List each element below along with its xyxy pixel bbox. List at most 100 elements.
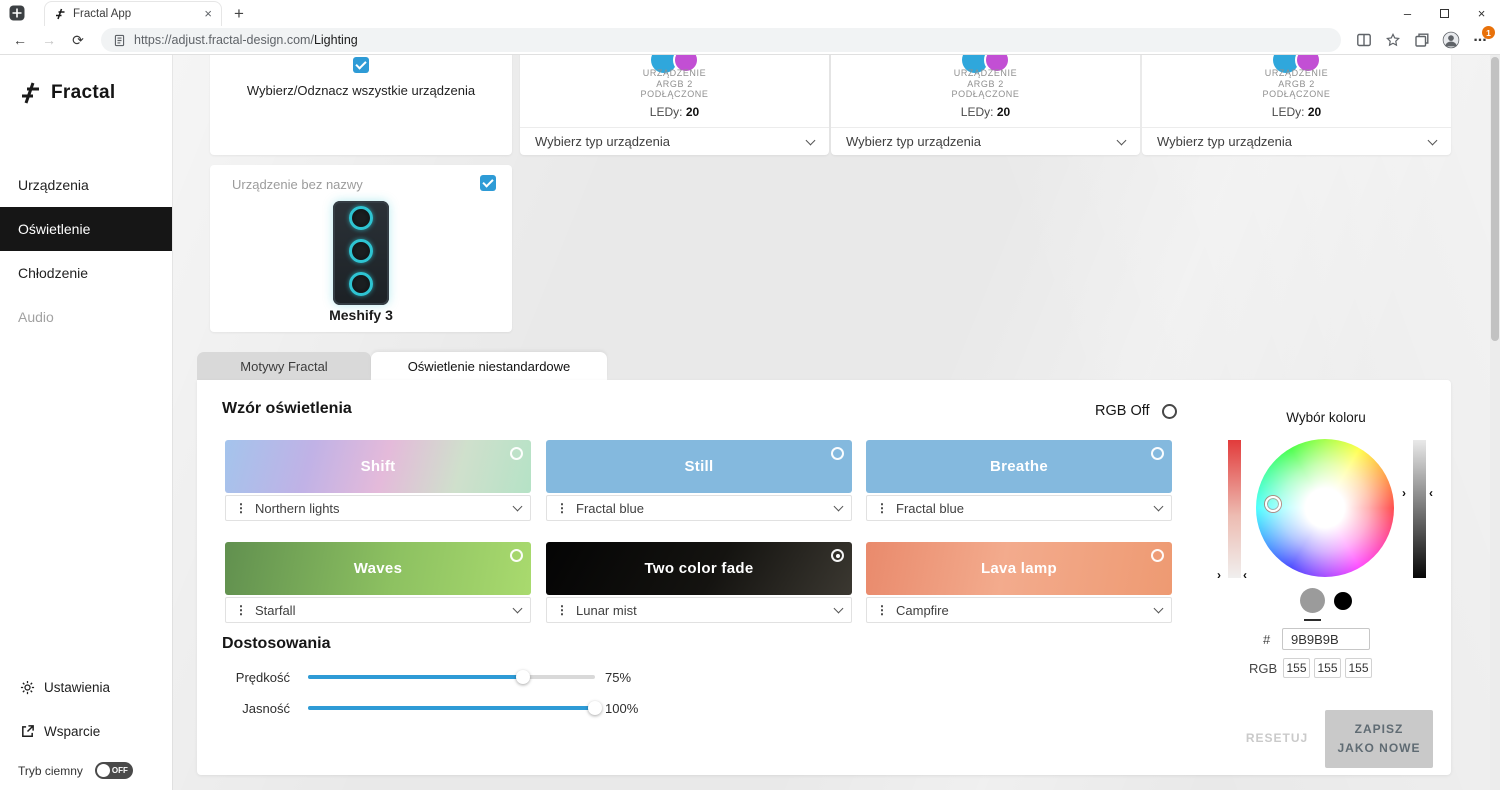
sidebar: Fractal Urządzenia Oświetlenie Chłodzeni… (0, 55, 172, 790)
drag-handle-icon: ⋮ (876, 603, 888, 617)
device-status: URZĄDZENIE ARGB 2 PODŁĄCZONE (640, 68, 709, 99)
gear-icon (20, 680, 35, 695)
rgb-off-radio[interactable] (1161, 403, 1177, 419)
sidebar-item-urzadzenia[interactable]: Urządzenia (0, 163, 172, 207)
pattern-card[interactable]: Shift (225, 440, 531, 493)
sidebar-item-oswietlenie[interactable]: Oświetlenie (0, 207, 172, 251)
led-preview (520, 55, 829, 73)
refresh-button[interactable]: ⟳ (72, 31, 84, 48)
preset-dropdown[interactable]: ⋮ Fractal blue (546, 495, 852, 521)
sidebar-item-chlodzenie[interactable]: Chłodzenie (0, 251, 172, 295)
back-button[interactable]: ← (13, 32, 27, 48)
color-wheel[interactable] (1256, 439, 1394, 577)
url-domain: https://adjust.fractal-design.com/ (134, 33, 314, 47)
toggle-knob (96, 764, 110, 777)
secondary-color-swatch[interactable] (1334, 592, 1352, 610)
browser-chrome: Fractal App × + – × ← → ⟳ https://adjust… (0, 0, 1500, 55)
fractal-app: Fractal Urządzenia Oświetlenie Chłodzeni… (0, 55, 1500, 790)
drag-handle-icon: ⋮ (556, 603, 568, 617)
device-checkbox[interactable] (480, 175, 496, 191)
sidebar-item-audio[interactable]: Audio (0, 295, 172, 339)
color-wheel-selector[interactable] (1265, 496, 1281, 512)
preset-label: Fractal blue (896, 500, 964, 516)
device-type-dropdown[interactable]: Wybierz typ urządzenia (520, 127, 829, 155)
support-button[interactable]: Wsparcie (20, 724, 100, 739)
collections-icon[interactable] (1412, 29, 1432, 51)
pattern-card[interactable]: Breathe (866, 440, 1172, 493)
pattern-radio[interactable] (1151, 447, 1164, 460)
settings-label: Ustawienia (44, 680, 111, 695)
chevron-down-icon (833, 603, 844, 614)
led-color-1 (650, 55, 677, 73)
slider-thumb[interactable] (588, 701, 602, 715)
saturation-marker-right-icon: ‹ (1243, 568, 1247, 582)
forward-button[interactable]: → (42, 32, 56, 48)
browser-tab[interactable]: Fractal App × (44, 0, 222, 26)
pattern-name: Breathe (990, 458, 1048, 475)
drag-handle-icon: ⋮ (556, 501, 568, 515)
rgb-off-control: RGB Off (1095, 403, 1177, 419)
saturation-bar[interactable] (1228, 440, 1241, 578)
save-as-new-button[interactable]: ZAPISZ JAKO NOWE (1325, 710, 1433, 768)
slider-thumb[interactable] (516, 670, 531, 684)
device-type-dropdown[interactable]: Wybierz typ urządzenia (831, 127, 1140, 155)
preset-dropdown[interactable]: ⋮ Campfire (866, 597, 1172, 623)
tab-motywy-fractal[interactable]: Motywy Fractal (197, 352, 371, 380)
minimize-button[interactable]: – (1403, 5, 1412, 21)
pattern-card[interactable]: Waves (225, 542, 531, 595)
dark-mode-row: Tryb ciemny OFF (18, 762, 133, 779)
rgb-r-input[interactable] (1283, 658, 1310, 678)
pattern-radio[interactable] (831, 447, 844, 460)
close-window-button[interactable]: × (1477, 5, 1486, 21)
preset-dropdown[interactable]: ⋮ Northern lights (225, 495, 531, 521)
speed-slider[interactable] (308, 670, 595, 684)
brightness-slider[interactable] (308, 701, 602, 715)
pattern-card[interactable]: Two color fade (546, 542, 852, 595)
sidebar-item-label: Oświetlenie (18, 221, 91, 237)
active-swatch-indicator (1304, 619, 1321, 621)
device-model: Meshify 3 (329, 307, 393, 323)
new-tab-button[interactable]: + (234, 3, 244, 23)
chevron-down-icon (1153, 501, 1164, 512)
slider-fill (308, 670, 531, 684)
scrollbar-thumb[interactable] (1491, 57, 1499, 341)
reset-button[interactable]: RESETUJ (1237, 726, 1317, 750)
site-info-icon[interactable] (113, 34, 126, 47)
hex-input[interactable] (1282, 628, 1370, 650)
brightness-bar[interactable] (1413, 440, 1426, 578)
led-preview (1142, 55, 1451, 73)
dropdown-label: Wybierz typ urządzenia (535, 134, 670, 149)
pattern-radio[interactable] (510, 549, 523, 562)
settings-button[interactable]: Ustawienia (20, 680, 110, 695)
more-menu-icon[interactable]: ... 1 (1470, 26, 1495, 51)
pattern-card[interactable]: Lava lamp (866, 542, 1172, 595)
toggle-state: OFF (111, 766, 128, 775)
preset-dropdown[interactable]: ⋮ Lunar mist (546, 597, 852, 623)
device-type-dropdown[interactable]: Wybierz typ urządzenia (1142, 127, 1451, 155)
pattern-radio[interactable] (1151, 549, 1164, 562)
drag-handle-icon: ⋮ (235, 603, 247, 617)
preset-dropdown[interactable]: ⋮ Starfall (225, 597, 531, 623)
select-all-checkbox[interactable] (353, 57, 369, 73)
fractal-logo-text: Fractal (51, 82, 116, 103)
dark-mode-toggle[interactable]: OFF (94, 762, 133, 779)
select-all-label: Wybierz/Odznacz wszystkie urządzenia (246, 83, 476, 98)
pattern-radio[interactable] (510, 447, 523, 460)
pattern-waves: Waves ⋮ Starfall (225, 542, 531, 623)
primary-color-swatch[interactable] (1300, 588, 1325, 613)
favorites-icon[interactable] (1383, 29, 1403, 51)
pattern-card[interactable]: Still (546, 440, 852, 493)
rgb-g-input[interactable] (1314, 658, 1341, 678)
led-color-2 (1294, 55, 1321, 73)
close-tab-icon[interactable]: × (204, 6, 212, 21)
profile-avatar[interactable] (1441, 29, 1461, 51)
tab-oswietlenie-niestandardowe[interactable]: Oświetlenie niestandardowe (371, 352, 607, 380)
workspaces-icon[interactable] (8, 4, 26, 22)
pattern-radio-selected[interactable] (831, 549, 844, 562)
split-screen-icon[interactable] (1354, 29, 1374, 51)
address-bar[interactable]: https://adjust.fractal-design.com/Lighti… (101, 28, 1341, 52)
rgb-b-input[interactable] (1345, 658, 1372, 678)
maximize-button[interactable] (1426, 0, 1463, 26)
preset-dropdown[interactable]: ⋮ Fractal blue (866, 495, 1172, 521)
url-path: Lighting (313, 33, 358, 47)
